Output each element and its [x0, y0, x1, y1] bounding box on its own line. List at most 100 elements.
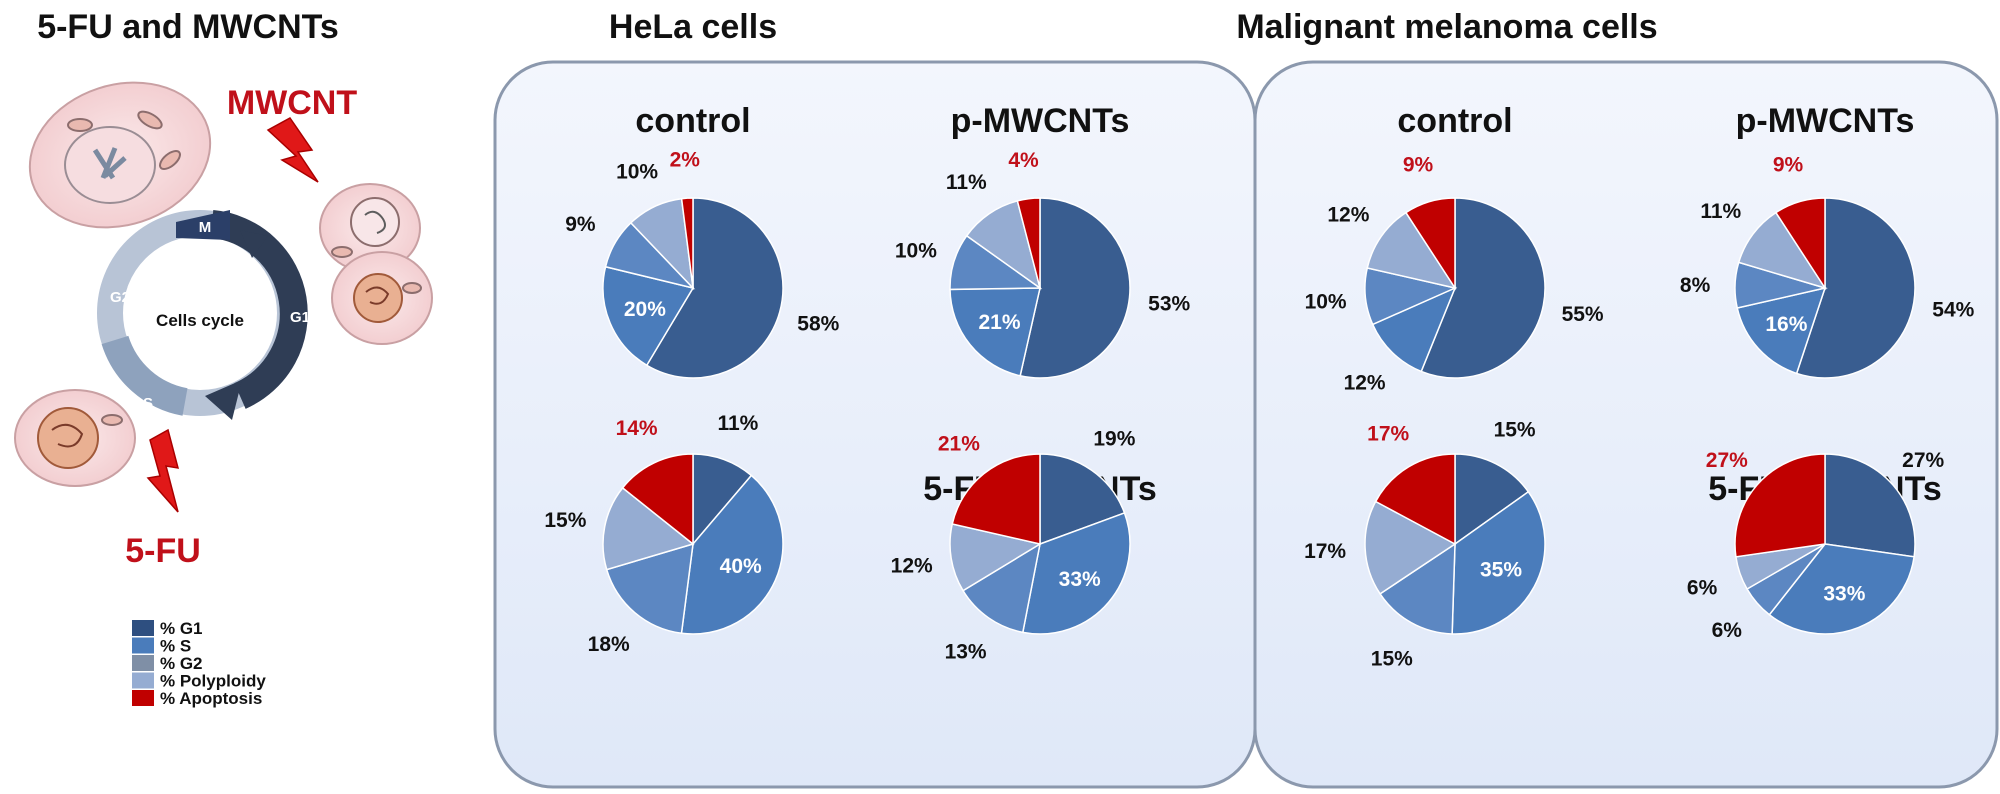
pie-label-polyploidy: 12% — [1327, 204, 1369, 227]
pie-label-g2: 18% — [588, 633, 630, 656]
legend: % G1% S% G2% Polyploidy% Apoptosis — [132, 619, 266, 708]
pie-slice-apoptosis — [951, 453, 1041, 545]
pie-label-g2: 10% — [1305, 291, 1347, 314]
header-melanoma: Malignant melanoma cells — [1236, 8, 1657, 46]
pie-slice-s — [949, 287, 1041, 377]
pie-slice-g1 — [692, 453, 753, 547]
pie-slice-g1 — [645, 197, 784, 379]
pie-slice-s — [1021, 511, 1131, 635]
pie-slice-apoptosis — [1734, 453, 1826, 558]
fu-label: 5-FU — [125, 532, 201, 570]
pie-label-apoptosis: 27% — [1706, 449, 1748, 472]
pie-label-g1: 15% — [1494, 419, 1536, 442]
pie-slice-g2 — [1379, 542, 1456, 635]
pie-label-g2: 13% — [945, 641, 987, 664]
cell-right-upper-icon — [319, 183, 421, 273]
pie-slice-apoptosis — [1774, 197, 1826, 291]
pie-label-polyploidy: 11% — [946, 171, 987, 194]
pie-title: p-MWCNTs — [951, 102, 1130, 140]
pie-slice-g1 — [1454, 453, 1530, 546]
pie-label-g1: 27% — [1902, 449, 1944, 472]
pie-label-g2: 6% — [1712, 619, 1743, 642]
pie-slice-g2 — [605, 542, 694, 635]
pie-slice-s — [1451, 490, 1546, 635]
pie-slice-g1 — [1824, 453, 1916, 558]
pie-label-g1: 19% — [1093, 427, 1135, 450]
legend-swatch-g1 — [132, 620, 154, 636]
legend-swatch-g2 — [132, 655, 154, 671]
pie-slice-g1 — [1039, 453, 1126, 546]
pie-3: 5-FU-MWCNTs19%33%13%12%21% — [891, 427, 1157, 663]
pie-label-s: 20% — [624, 298, 666, 321]
pie-6: 5-FU15%35%15%17%17% — [1304, 419, 1546, 671]
pie-label-s: 40% — [720, 555, 762, 578]
cell-top-left-icon — [28, 81, 212, 229]
pie-label-polyploidy: 11% — [1700, 200, 1741, 223]
pie-slice-polyploidy — [1366, 211, 1457, 290]
pie-label-g1: 54% — [1932, 299, 1974, 322]
pie-slice-apoptosis — [1404, 197, 1456, 291]
pie-5: p-MWCNTs 54% 16% 8% 11% 9% — [1680, 102, 1975, 379]
pie-label-g1: 11% — [717, 412, 758, 435]
mwcnt-lightning-icon — [266, 117, 319, 183]
pie-slice-s — [680, 474, 784, 635]
cycle-center-label: Cells cycle — [156, 311, 244, 330]
pie-slice-g1 — [1795, 197, 1916, 379]
pie-slice-apoptosis — [680, 197, 694, 289]
phase-g2-label: G2 — [110, 289, 130, 306]
pie-title: p-MWCNTs — [1736, 102, 1915, 140]
pie-slice-s — [1736, 286, 1827, 375]
pie-label-apoptosis: 9% — [1773, 153, 1804, 176]
legend-label-g2: % G2 — [160, 654, 203, 673]
cell-right-lower-icon — [331, 251, 433, 345]
pie-label-s: 12% — [1344, 371, 1386, 394]
pie-label-apoptosis: 4% — [1008, 149, 1039, 172]
pie-slice-g1 — [1019, 197, 1131, 379]
fu-lightning-icon — [146, 428, 180, 513]
pie-label-polyploidy: 12% — [891, 555, 933, 578]
pie-7: 5-FU-MWCNTs27%33%6%6%27% — [1687, 449, 1945, 642]
pie-label-s: 35% — [1480, 559, 1522, 582]
header-left: 5-FU and MWCNTs — [37, 8, 339, 46]
pie-label-g2: 15% — [1371, 648, 1413, 671]
pie-label-s: 16% — [1765, 313, 1807, 336]
phase-m-label: M — [199, 219, 212, 236]
pie-title: control — [635, 102, 750, 140]
cell-bottom-left-icon — [14, 389, 136, 487]
pie-slice-s — [1371, 286, 1457, 373]
pie-label-polyploidy: 10% — [616, 161, 658, 184]
pie-slice-s — [1768, 543, 1915, 635]
legend-label-polyploidy: % Polyploidy — [160, 672, 266, 691]
panel-hela — [493, 60, 1257, 789]
pie-slice-polyploidy — [949, 523, 1042, 592]
pie-label-g1: 55% — [1562, 303, 1604, 326]
pie-slice-polyploidy — [602, 486, 695, 571]
pie-label-g2: 10% — [895, 239, 937, 262]
phase-s-label: S — [143, 395, 153, 412]
legend-swatch-polyploidy — [132, 672, 154, 689]
pie-label-g1: 58% — [797, 313, 839, 336]
pie-slice-apoptosis — [621, 453, 694, 546]
pie-label-g2: 8% — [1680, 274, 1711, 297]
pie-slice-polyploidy — [1737, 211, 1827, 290]
pie-label-s: 21% — [978, 311, 1020, 334]
pie-label-apoptosis: 21% — [938, 432, 980, 455]
phase-g1-label: G1 — [290, 309, 310, 326]
pie-label-apoptosis: 17% — [1367, 423, 1409, 446]
legend-swatch-apoptosis — [132, 690, 154, 706]
pie-slice-g1 — [1420, 197, 1546, 379]
legend-swatch-s — [132, 637, 154, 654]
pie-slice-s — [602, 265, 695, 367]
pie-label-apoptosis: 14% — [616, 417, 658, 440]
mwcnt-label: MWCNT — [227, 84, 358, 122]
pie-slice-apoptosis — [1016, 197, 1041, 289]
pie-label-g1: 53% — [1148, 292, 1190, 315]
pie-slice-apoptosis — [1374, 453, 1456, 546]
pie-label-polyploidy: 17% — [1304, 540, 1346, 563]
cell-cycle-diagram: M G1 S G2 Cells cycle MWCNT 5-FU — [14, 81, 433, 570]
pie-label-s: 33% — [1059, 568, 1101, 591]
header-hela: HeLa cells — [609, 8, 777, 46]
legend-label-g1: % G1 — [160, 619, 203, 638]
pie-1: p-MWCNTs 53% 21% 10% 11% 4% — [895, 102, 1191, 379]
